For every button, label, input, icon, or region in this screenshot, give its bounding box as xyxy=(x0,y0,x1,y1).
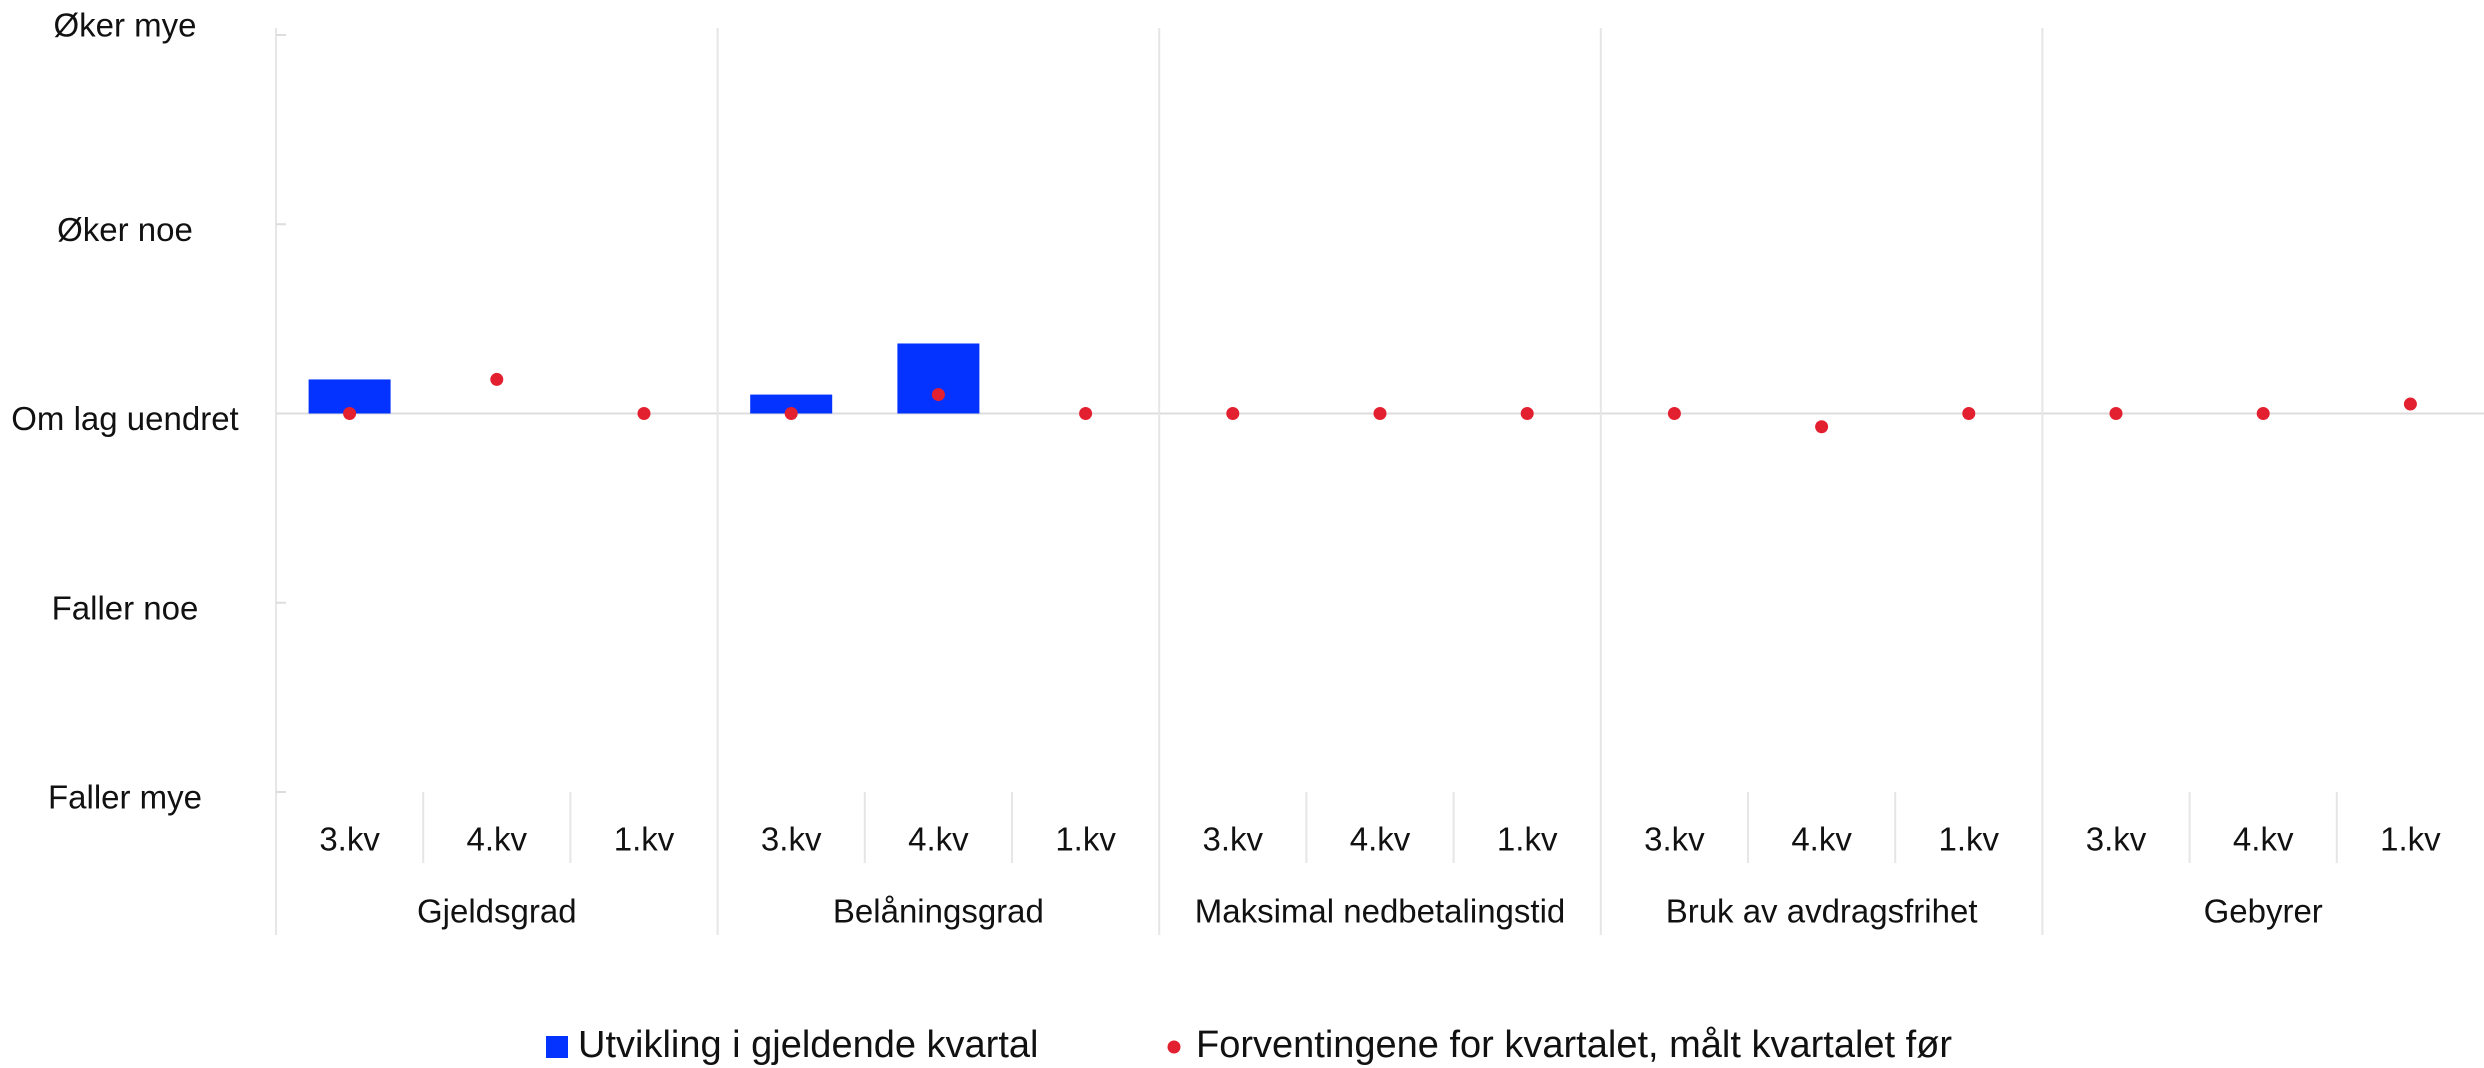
legend-swatch xyxy=(1167,1040,1181,1054)
dot xyxy=(343,407,357,420)
x-tick-label: 4.kv xyxy=(2233,821,2294,858)
bar xyxy=(897,343,980,414)
group-label: Bruk av avdragsfrihet xyxy=(1666,893,1978,930)
x-tick-label: 4.kv xyxy=(1350,821,1411,858)
y-tick-label: Øker noe xyxy=(57,211,193,248)
group-label: Gebyrer xyxy=(2204,893,2323,930)
y-tick-label: Om lag uendret xyxy=(11,400,238,437)
x-tick-label: 1.kv xyxy=(2380,821,2441,858)
x-tick-label: 4.kv xyxy=(1791,821,1852,858)
dot xyxy=(1667,407,1681,420)
dot xyxy=(2256,407,2270,420)
x-tick-label: 3.kv xyxy=(761,821,822,858)
group-label: Gjeldsgrad xyxy=(417,893,577,930)
legend-label: Forventingene for kvartalet, målt kvarta… xyxy=(1196,1024,1952,1066)
y-tick-label: Øker mye xyxy=(53,7,196,44)
legend-label: Utvikling i gjeldende kvartal xyxy=(578,1024,1038,1066)
x-tick-label: 1.kv xyxy=(614,821,675,858)
dot xyxy=(1962,407,1976,420)
dot xyxy=(2109,407,2123,420)
dot xyxy=(1079,407,1093,420)
dot xyxy=(931,388,945,402)
legend-swatch xyxy=(546,1036,568,1058)
x-tick-label: 1.kv xyxy=(1497,821,1558,858)
group-label: Belåningsgrad xyxy=(833,893,1044,930)
dot xyxy=(1373,407,1387,420)
x-tick-label: 1.kv xyxy=(1939,821,2000,858)
dot xyxy=(1520,407,1534,420)
x-tick-label: 4.kv xyxy=(908,821,969,858)
group-label: Maksimal nedbetalingstid xyxy=(1195,893,1566,930)
dot xyxy=(2403,397,2417,411)
y-tick-label: Faller noe xyxy=(52,589,199,626)
x-tick-label: 4.kv xyxy=(467,821,528,858)
dot xyxy=(1815,420,1829,434)
x-tick-label: 3.kv xyxy=(1644,821,1705,858)
dot xyxy=(784,407,798,420)
dot xyxy=(490,372,504,386)
x-tick-label: 3.kv xyxy=(319,821,380,858)
x-tick-label: 1.kv xyxy=(1055,821,1116,858)
x-tick-label: 3.kv xyxy=(2086,821,2147,858)
dot xyxy=(637,407,651,420)
x-tick-label: 3.kv xyxy=(1203,821,1264,858)
bar xyxy=(750,394,833,414)
dot xyxy=(1226,407,1240,420)
y-tick-label: Faller mye xyxy=(48,779,202,816)
